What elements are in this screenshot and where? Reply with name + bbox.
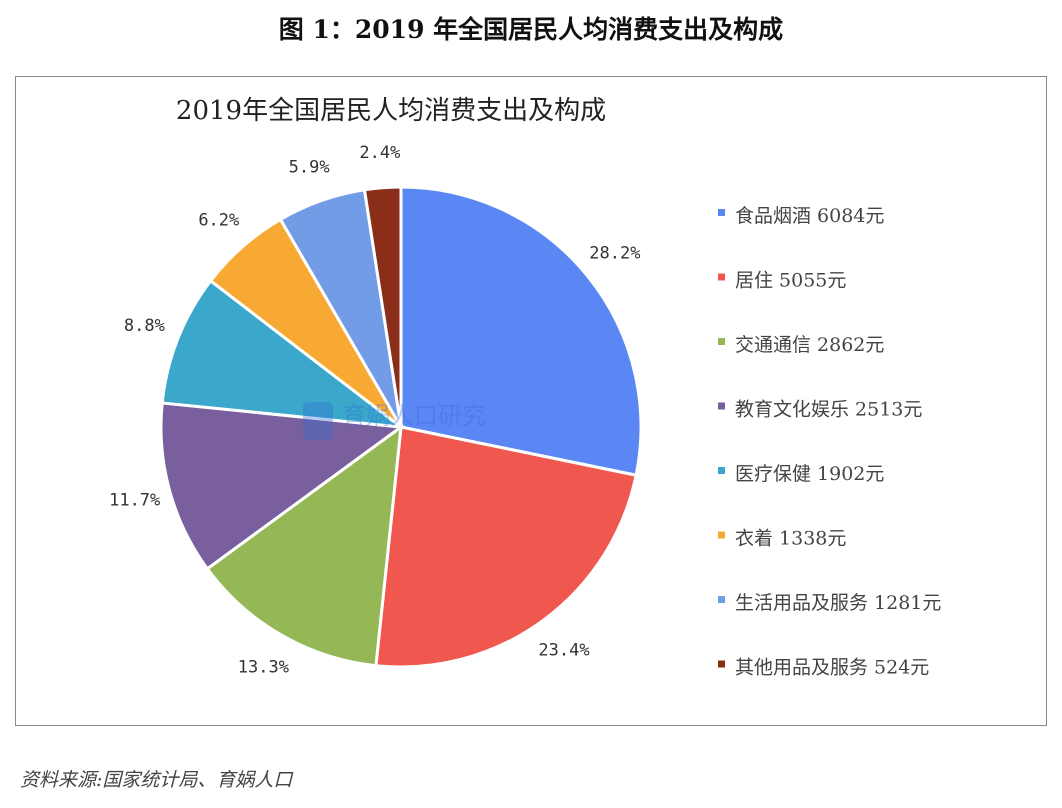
- legend-marker-5: [718, 467, 725, 474]
- percent-label-6: 6.2%: [198, 211, 239, 231]
- watermark-logo-icon: [303, 402, 333, 440]
- percent-label-1: 28.2%: [589, 244, 640, 264]
- pie-slice-3: [205, 423, 403, 668]
- percent-label-8: 2.4%: [359, 143, 400, 163]
- legend-marker-1: [718, 209, 725, 216]
- pie-chart: 2019年全国居民人均消费支出及构成 28.2% 23.4% 13.3% 11.7% 8…: [109, 96, 941, 679]
- pie-slice-8: [362, 185, 403, 428]
- pie-slice-2: [374, 425, 638, 669]
- pie-slices: [159, 185, 643, 669]
- legend-marker-3: [718, 338, 725, 345]
- watermark-text: 育娲人口研究: [342, 402, 486, 430]
- legend-label-5: 医疗保健 1902元: [735, 463, 884, 485]
- legend-label-7: 生活用品及服务 1281元: [735, 592, 941, 614]
- legend-marker-8: [718, 660, 725, 668]
- source-note: 资料来源:国家统计局、育娲人口: [20, 769, 293, 791]
- chart-frame: 2019年全国居民人均消费支出及构成 28.2% 23.4% 13.3% 11.7% 8…: [15, 76, 1047, 726]
- pie-slice-4: [159, 401, 406, 571]
- legend-marker-6: [718, 531, 725, 539]
- watermark: 育娲人口研究: [303, 402, 486, 440]
- percent-label-3: 13.3%: [238, 657, 289, 677]
- percent-label-5: 8.8%: [124, 316, 165, 336]
- legend-label-8: 其他用品及服务 524元: [735, 657, 929, 679]
- legend-label-4: 教育文化娱乐 2513元: [735, 399, 922, 421]
- legend-label-3: 交通通信 2862元: [735, 334, 884, 356]
- percent-label-4: 11.7%: [109, 491, 160, 511]
- pie-slice-1: [399, 185, 643, 478]
- pie-percent-labels: 28.2% 23.4% 13.3% 11.7% 8.8% 6.2% 5.9% 2.4%: [109, 143, 640, 677]
- legend-label-1: 食品烟酒 6084元: [735, 205, 884, 227]
- legend-label-2: 居住 5055元: [735, 270, 846, 292]
- percent-label-2: 23.4%: [538, 641, 589, 661]
- percent-label-7: 5.9%: [289, 158, 330, 178]
- chart-title: 2019年全国居民人均消费支出及构成: [176, 96, 606, 126]
- figure-title: 图 1：2019 年全国居民人均消费支出及构成: [278, 15, 784, 44]
- pie-slice-5: [160, 278, 407, 430]
- legend-label-6: 衣着 1338元: [735, 528, 846, 550]
- legend-marker-2: [718, 273, 725, 281]
- legend-marker-4: [718, 402, 725, 410]
- legend-marker-7: [718, 596, 725, 603]
